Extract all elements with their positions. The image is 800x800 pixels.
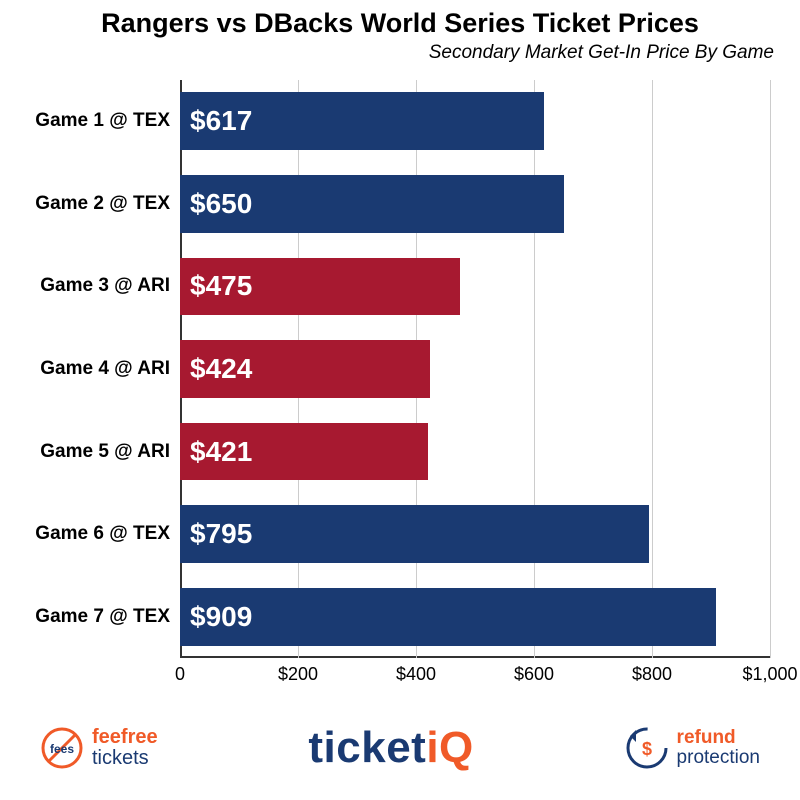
bar-row: $909 (180, 588, 770, 646)
chart-title: Rangers vs DBacks World Series Ticket Pr… (0, 8, 800, 39)
refund-icon: $ (625, 726, 669, 770)
category-label: Game 6 @ TEX (0, 523, 170, 545)
category-label: Game 1 @ TEX (0, 110, 170, 132)
feefree-line1: feefree (92, 727, 158, 748)
feefree-line2: tickets (92, 748, 158, 769)
chart-plot-area: 0$200$400$600$800$1,000$617Game 1 @ TEX$… (180, 80, 770, 658)
brand-logo: ticketiQ (308, 723, 473, 773)
x-tick-label: 0 (175, 664, 185, 685)
feefree-text: feefree tickets (92, 727, 158, 769)
bar-value-label: $421 (190, 436, 252, 468)
no-fees-icon: fees (40, 726, 84, 770)
x-tick-label: $1,000 (742, 664, 797, 685)
plot: 0$200$400$600$800$1,000$617Game 1 @ TEX$… (180, 80, 770, 658)
bar-row: $650 (180, 175, 770, 233)
bar-row: $795 (180, 505, 770, 563)
category-label: Game 3 @ ARI (0, 275, 170, 297)
bar (180, 588, 716, 646)
x-tick-label: $600 (514, 664, 554, 685)
bar-row: $617 (180, 92, 770, 150)
bar-row: $424 (180, 340, 770, 398)
bar-value-label: $617 (190, 105, 252, 137)
chart-container: Rangers vs DBacks World Series Ticket Pr… (0, 0, 800, 800)
category-label: Game 5 @ ARI (0, 441, 170, 463)
refund-line1: refund (677, 728, 760, 748)
gridline (770, 80, 771, 658)
category-label: Game 7 @ TEX (0, 606, 170, 628)
footer: fees feefree tickets ticketiQ $ refund p… (0, 708, 800, 788)
chart-subtitle: Secondary Market Get-In Price By Game (0, 42, 800, 64)
bar-value-label: $650 (190, 188, 252, 220)
bar-row: $421 (180, 423, 770, 481)
x-axis (180, 656, 770, 658)
x-tick-label: $200 (278, 664, 318, 685)
bar-value-label: $795 (190, 518, 252, 550)
bar-value-label: $475 (190, 270, 252, 302)
bar-value-label: $424 (190, 353, 252, 385)
svg-text:$: $ (642, 739, 652, 759)
refund-line2: protection (677, 748, 760, 768)
x-tick-label: $800 (632, 664, 672, 685)
bar-value-label: $909 (190, 601, 252, 633)
category-label: Game 2 @ TEX (0, 193, 170, 215)
refund-badge: $ refund protection (625, 726, 760, 770)
x-tick-label: $400 (396, 664, 436, 685)
brand-part2: iQ (426, 723, 473, 772)
category-label: Game 4 @ ARI (0, 358, 170, 380)
refund-text: refund protection (677, 728, 760, 768)
feefree-badge: fees feefree tickets (40, 726, 158, 770)
bar-row: $475 (180, 258, 770, 316)
brand-part1: ticket (308, 723, 426, 772)
svg-text:fees: fees (50, 742, 74, 756)
